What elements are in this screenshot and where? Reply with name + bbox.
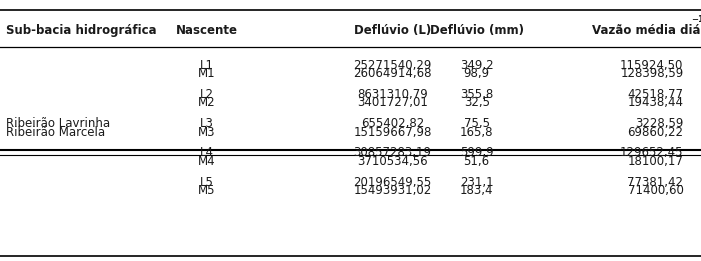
Text: 75,5: 75,5	[463, 117, 490, 130]
Text: M2: M2	[198, 96, 216, 109]
Text: L1: L1	[200, 59, 214, 72]
Text: 98,9: 98,9	[463, 67, 490, 80]
Text: M5: M5	[198, 184, 215, 197]
Text: Ribeirão Lavrinha: Ribeirão Lavrinha	[6, 117, 110, 130]
Text: 15493931,02: 15493931,02	[353, 184, 432, 197]
Text: 20196549,55: 20196549,55	[353, 176, 432, 189]
Text: Vazão média diária (L dia: Vazão média diária (L dia	[592, 23, 701, 37]
Text: 355,8: 355,8	[460, 88, 494, 101]
Text: Deflúvio (mm): Deflúvio (mm)	[430, 23, 524, 37]
Text: 71400,60: 71400,60	[627, 184, 683, 197]
Text: L5: L5	[200, 176, 214, 189]
Text: 3401727,01: 3401727,01	[357, 96, 428, 109]
Text: 129652,45: 129652,45	[620, 146, 683, 159]
Text: 3228,59: 3228,59	[635, 117, 683, 130]
Text: 3710534,56: 3710534,56	[358, 155, 428, 168]
Text: M3: M3	[198, 126, 215, 139]
Text: 25271540,29: 25271540,29	[353, 59, 432, 72]
Text: 349,2: 349,2	[460, 59, 494, 72]
Text: 26064914,68: 26064914,68	[353, 67, 432, 80]
Text: 42518,77: 42518,77	[627, 88, 683, 101]
Text: 599,9: 599,9	[460, 146, 494, 159]
Text: M4: M4	[198, 155, 216, 168]
Text: 115924,50: 115924,50	[620, 59, 683, 72]
Text: 19438,44: 19438,44	[627, 96, 683, 109]
Text: 30857283,19: 30857283,19	[353, 146, 432, 159]
Text: 231,1: 231,1	[460, 176, 494, 189]
Text: 15159667,98: 15159667,98	[353, 126, 432, 139]
Text: L2: L2	[200, 88, 214, 101]
Text: 77381,42: 77381,42	[627, 176, 683, 189]
Text: Sub-bacia hidrográfica: Sub-bacia hidrográfica	[6, 23, 156, 37]
Text: 183,4: 183,4	[460, 184, 494, 197]
Text: Nascente: Nascente	[176, 23, 238, 37]
Text: 655402,82: 655402,82	[361, 117, 424, 130]
Text: 32,5: 32,5	[463, 96, 490, 109]
Text: 165,8: 165,8	[460, 126, 494, 139]
Text: Deflúvio (L): Deflúvio (L)	[354, 23, 431, 37]
Text: 18100,17: 18100,17	[627, 155, 683, 168]
Text: 128398,59: 128398,59	[620, 67, 683, 80]
Text: L4: L4	[200, 146, 214, 159]
Text: 8631310,79: 8631310,79	[358, 88, 428, 101]
Text: 51,6: 51,6	[463, 155, 490, 168]
Text: Ribeirão Marcela: Ribeirão Marcela	[6, 126, 104, 139]
Text: −1: −1	[691, 15, 701, 24]
Text: L3: L3	[200, 117, 214, 130]
Text: 69860,22: 69860,22	[627, 126, 683, 139]
Text: M1: M1	[198, 67, 216, 80]
